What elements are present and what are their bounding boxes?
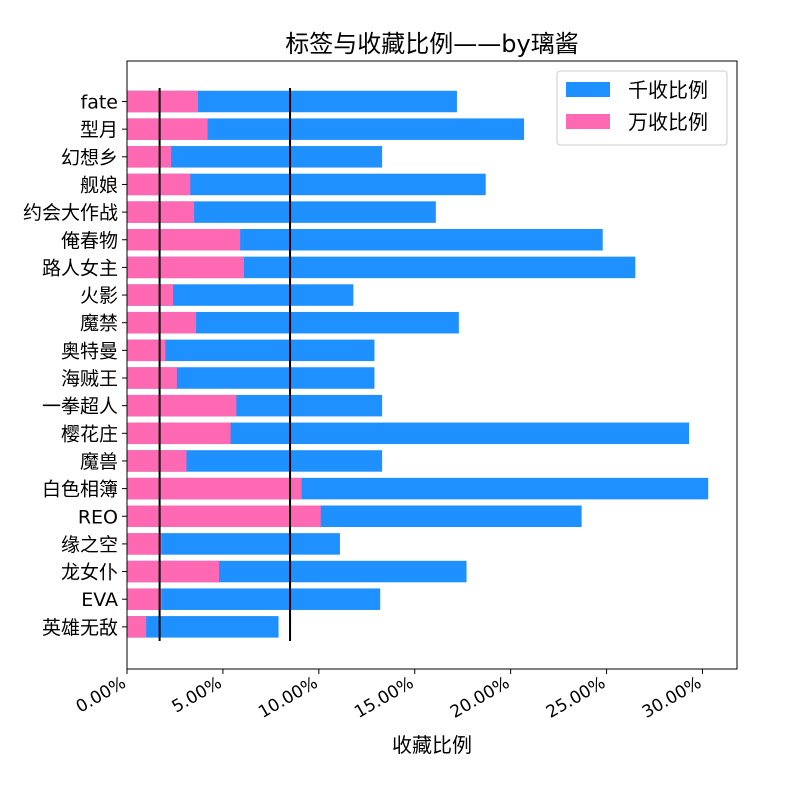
y-tick-label: 海贼王 — [61, 368, 118, 390]
y-tick-label: 路人女主 — [42, 257, 118, 279]
x-tick-label: 10.00% — [255, 673, 321, 723]
bar-tenthousand-2 — [127, 146, 172, 168]
y-tick-label: 英雄无敌 — [42, 617, 118, 639]
bar-tenthousand-5 — [127, 229, 241, 251]
bar-thousand-0 — [127, 90, 457, 113]
bars-layer — [127, 90, 709, 638]
y-tick-label: 火影 — [80, 285, 118, 307]
x-tick-label: 0.00% — [73, 673, 130, 717]
bar-tenthousand-18 — [127, 588, 162, 610]
y-tick-label: 樱花庄 — [61, 423, 118, 445]
y-tick-label: 舰娘 — [80, 174, 118, 196]
bar-thousand-12 — [127, 422, 690, 445]
x-axis: 0.00% 5.00% 10.00% 15.00% 20.00% 25.00% 30.00% — [73, 669, 705, 723]
x-tick-label: 30.00% — [639, 673, 705, 723]
y-tick-label: 约会大作战 — [23, 202, 118, 224]
bar-tenthousand-0 — [127, 90, 198, 113]
y-tick-label: 一拳超人 — [42, 396, 118, 418]
chart-title: 标签与收藏比例——by璃酱 — [285, 30, 578, 58]
bar-thousand-1 — [127, 118, 525, 140]
bar-tenthousand-1 — [127, 118, 208, 140]
y-tick-label: REO — [78, 506, 118, 528]
bar-tenthousand-12 — [127, 422, 231, 445]
legend-swatch-tenthousand — [566, 114, 610, 129]
x-tick-label: 15.00% — [351, 673, 417, 723]
y-axis: fate 型月幻想乡舰娘约会大作战俺春物路人女主火影魔禁奥特曼海贼王一拳超人樱花庄… — [23, 92, 127, 639]
bar-thousand-13 — [127, 450, 383, 472]
y-tick-label: 魔禁 — [80, 313, 118, 335]
y-tick-label: 魔兽 — [80, 451, 118, 473]
bar-tenthousand-16 — [127, 533, 162, 555]
y-tick-label: 奥特曼 — [61, 340, 118, 362]
bar-tenthousand-9 — [127, 339, 166, 362]
bar-tenthousand-8 — [127, 311, 197, 334]
bar-tenthousand-7 — [127, 284, 174, 306]
bar-tenthousand-19 — [127, 616, 147, 638]
bar-thousand-6 — [127, 256, 636, 279]
legend-swatch-thousand — [566, 82, 610, 97]
y-tick-label: 幻想乡 — [61, 147, 118, 169]
legend-label: 千收比例 — [628, 78, 708, 102]
bar-thousand-19 — [127, 616, 279, 638]
x-axis-label: 收藏比例 — [392, 733, 472, 757]
bar-thousand-2 — [127, 146, 383, 168]
x-tick-label: 20.00% — [447, 673, 513, 723]
y-tick-label: 白色相簿 — [42, 479, 118, 501]
reference-lines — [158, 88, 292, 641]
bar-thousand-10 — [127, 367, 375, 389]
y-tick-label: 龙女仆 — [61, 562, 118, 584]
y-tick-label: EVA — [81, 589, 118, 611]
x-tick-label: 25.00% — [543, 673, 609, 723]
bar-tenthousand-15 — [127, 505, 321, 527]
bar-thousand-4 — [127, 201, 436, 223]
bar-thousand-3 — [127, 173, 486, 196]
bar-tenthousand-17 — [127, 560, 220, 583]
bar-thousand-18 — [127, 588, 381, 610]
plot-area-frame — [126, 60, 738, 670]
bar-thousand-16 — [127, 533, 340, 555]
bar-thousand-9 — [127, 339, 375, 362]
bar-tenthousand-6 — [127, 256, 245, 279]
bar-thousand-5 — [127, 229, 603, 251]
y-tick-label: 缘之空 — [61, 534, 118, 556]
y-tick-label: 型月 — [80, 119, 118, 141]
bar-tenthousand-10 — [127, 367, 177, 389]
bar-tenthousand-11 — [127, 394, 237, 417]
bar-thousand-7 — [127, 284, 354, 306]
y-tick-label: fate — [81, 92, 118, 114]
y-tick-label: 俺春物 — [61, 230, 118, 252]
bar-thousand-8 — [127, 311, 459, 334]
legend-label: 万收比例 — [628, 110, 708, 134]
bar-tenthousand-14 — [127, 477, 302, 500]
bar-tenthousand-13 — [127, 450, 187, 472]
x-tick-label: 5.00% — [169, 673, 226, 717]
